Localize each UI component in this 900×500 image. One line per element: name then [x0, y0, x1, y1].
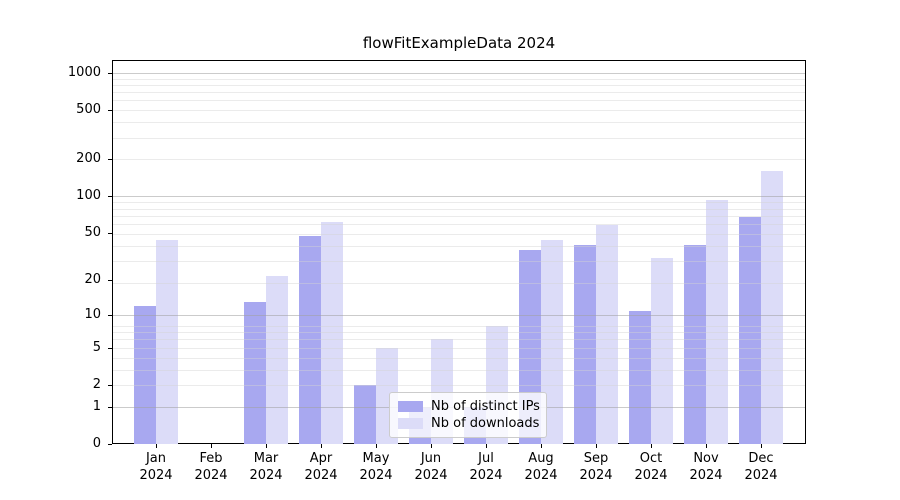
x-tick-mark: [706, 444, 707, 448]
bar-dec-downloads: [761, 171, 783, 444]
bar-jan-downloads: [156, 239, 178, 444]
bar-sep-downloads: [596, 225, 618, 444]
x-tick-label-feb: Feb 2024: [194, 451, 228, 483]
bar-apr-downloads: [321, 222, 343, 444]
y-tick-mark: [108, 72, 112, 74]
x-tick-mark: [156, 444, 157, 448]
minor-gridline: [113, 137, 805, 139]
x-tick-mark: [376, 444, 377, 448]
bar-may-distinct-ips: [354, 384, 376, 444]
y-tick-label-100: 100: [76, 188, 101, 204]
x-tick-label-jan: Jan 2024: [139, 451, 173, 483]
minor-gridline: [113, 100, 805, 102]
minor-gridline: [113, 208, 805, 210]
minor-gridline: [113, 357, 805, 359]
y-tick-label-50: 50: [84, 224, 101, 240]
y-tick-label-1: 1: [92, 398, 101, 414]
minor-gridline: [113, 233, 805, 235]
x-tick-label-jun: Jun 2024: [414, 451, 448, 483]
x-tick-mark: [321, 444, 322, 448]
x-tick-label-apr: Apr 2024: [304, 451, 338, 483]
chart-title: flowFitExampleData 2024: [362, 34, 556, 52]
y-tick-mark: [108, 280, 112, 282]
minor-gridline: [113, 384, 805, 386]
y-tick-mark: [108, 444, 112, 445]
x-tick-label-oct: Oct 2024: [634, 451, 668, 483]
minor-gridline: [113, 215, 805, 217]
minor-gridline: [113, 78, 805, 80]
bar-dec-distinct-ips: [739, 217, 761, 444]
bar-oct-downloads: [651, 257, 673, 444]
minor-gridline: [113, 283, 805, 285]
major-gridline: [113, 315, 805, 317]
bar-sep-distinct-ips: [574, 244, 596, 444]
x-tick-label-jul: Jul 2024: [469, 451, 503, 483]
y-tick-mark: [108, 196, 112, 198]
bar-mar-distinct-ips: [244, 302, 266, 444]
minor-gridline: [113, 122, 805, 124]
x-tick-mark: [266, 444, 267, 448]
plot-area: [112, 60, 806, 444]
y-tick-label-500: 500: [76, 102, 101, 118]
minor-gridline: [113, 339, 805, 341]
x-tick-mark: [651, 444, 652, 448]
y-tick-label-20: 20: [84, 272, 101, 288]
y-tick-mark: [108, 315, 112, 317]
x-tick-label-dec: Dec 2024: [744, 451, 778, 483]
y-tick-mark: [108, 110, 112, 112]
bar-nov-downloads: [706, 199, 728, 444]
x-tick-mark: [431, 444, 432, 448]
minor-gridline: [113, 92, 805, 94]
x-tick-label-sep: Sep 2024: [579, 451, 613, 483]
legend: Nb of distinct IPs Nb of downloads: [389, 392, 547, 438]
minor-gridline: [113, 202, 805, 204]
minor-gridline: [113, 245, 805, 247]
y-tick-label-200: 200: [76, 151, 101, 167]
minor-gridline: [113, 159, 805, 161]
bar-apr-distinct-ips: [299, 236, 321, 444]
y-tick-mark: [108, 384, 112, 386]
minor-gridline: [113, 224, 805, 226]
y-tick-label-1000: 1000: [67, 64, 101, 80]
x-tick-label-mar: Mar 2024: [249, 451, 283, 483]
minor-gridline: [113, 261, 805, 263]
minor-gridline: [113, 332, 805, 334]
minor-gridline: [113, 110, 805, 112]
major-gridline: [113, 72, 805, 74]
y-tick-mark: [108, 159, 112, 161]
legend-label-downloads: Nb of downloads: [431, 416, 540, 431]
legend-item-distinct-ips: Nb of distinct IPs: [398, 398, 540, 415]
y-tick-label-2: 2: [92, 376, 101, 392]
minor-gridline: [113, 84, 805, 86]
x-tick-mark: [211, 444, 212, 448]
legend-item-downloads: Nb of downloads: [398, 415, 540, 432]
legend-swatch-downloads: [398, 418, 423, 429]
legend-label-distinct-ips: Nb of distinct IPs: [431, 399, 540, 414]
legend-swatch-distinct-ips: [398, 401, 423, 412]
y-tick-label-0: 0: [92, 436, 101, 451]
major-gridline: [113, 196, 805, 198]
bar-oct-distinct-ips: [629, 310, 651, 444]
y-tick-label-5: 5: [92, 339, 101, 355]
x-tick-mark: [541, 444, 542, 448]
minor-gridline: [113, 369, 805, 371]
y-tick-mark: [108, 406, 112, 408]
bar-nov-distinct-ips: [684, 244, 706, 444]
bar-mar-downloads: [266, 275, 288, 444]
y-tick-mark: [108, 232, 112, 234]
x-tick-label-may: May 2024: [359, 451, 393, 483]
x-tick-mark: [596, 444, 597, 448]
x-tick-label-nov: Nov 2024: [689, 451, 723, 483]
y-tick-label-10: 10: [84, 307, 101, 323]
bar-jan-distinct-ips: [134, 306, 156, 444]
x-tick-label-aug: Aug 2024: [524, 451, 558, 483]
y-tick-mark: [108, 347, 112, 349]
x-tick-mark: [761, 444, 762, 448]
x-tick-mark: [486, 444, 487, 448]
minor-gridline: [113, 325, 805, 327]
minor-gridline: [113, 347, 805, 349]
